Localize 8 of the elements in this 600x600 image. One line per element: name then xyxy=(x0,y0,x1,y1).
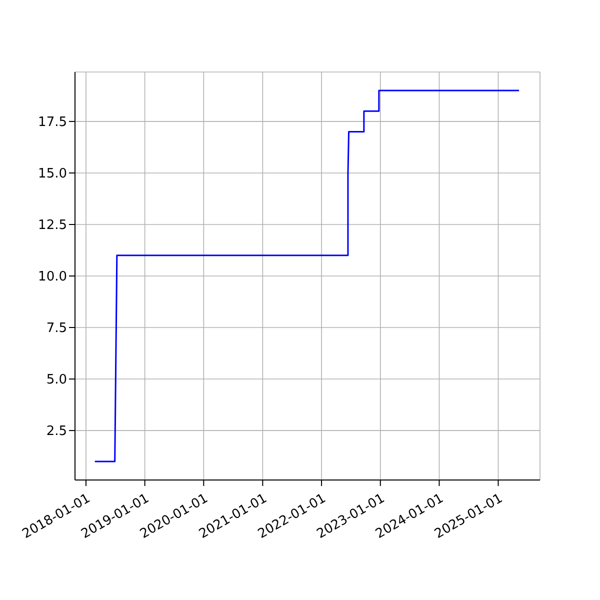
line-series xyxy=(94,90,520,462)
y-tick-label: 15.0 xyxy=(38,166,67,182)
y-tick-label: 12.5 xyxy=(38,218,67,234)
y-tick-label: 10.0 xyxy=(38,270,67,285)
y-tick-label: 17.5 xyxy=(38,115,67,130)
y-tick-label: 5.0 xyxy=(46,372,67,388)
y-tick-label: 2.5 xyxy=(46,424,67,440)
y-tick-label: 7.5 xyxy=(46,321,67,336)
